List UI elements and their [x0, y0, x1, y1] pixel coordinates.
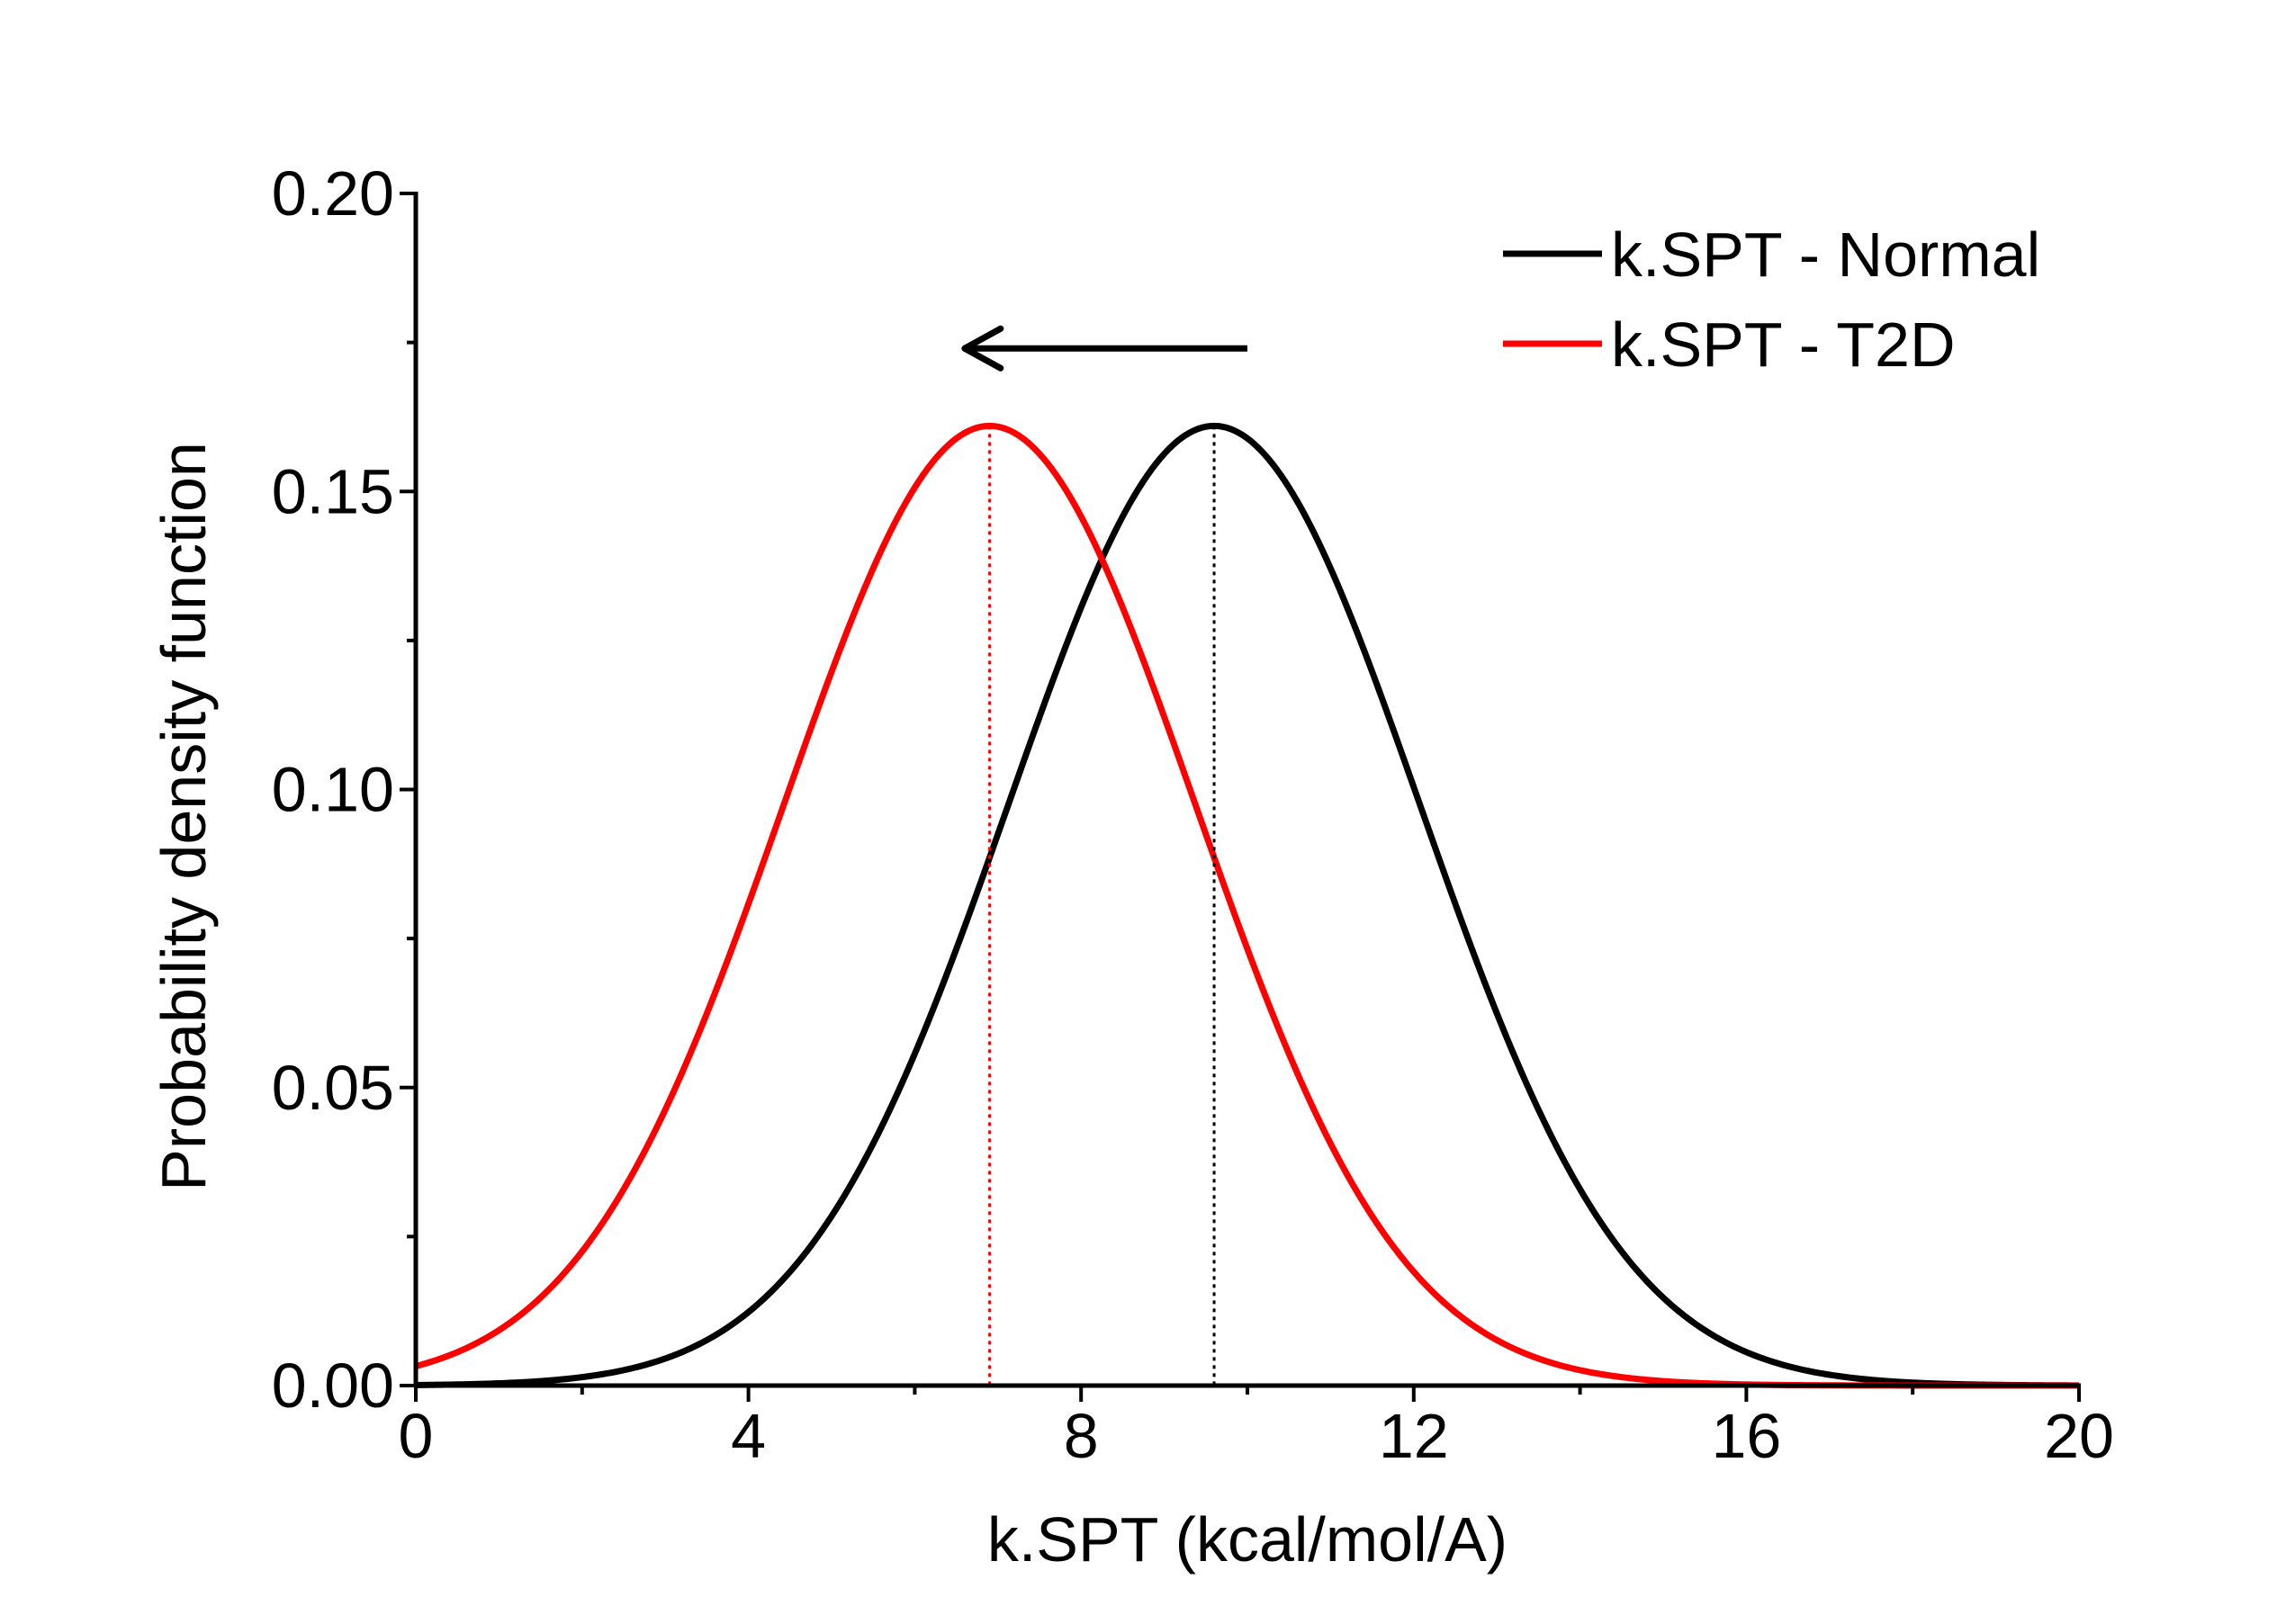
mean-markers-group: [988, 426, 1216, 1386]
y-tick-label: 0.05: [272, 1053, 394, 1123]
x-ticks-group: 0 4 8 12 16 20: [399, 1386, 2114, 1471]
legend-label-0: k.SPT - Normal: [1611, 220, 2040, 290]
legend-label-1: k.SPT - T2D: [1611, 310, 1956, 380]
y-axis-label: Probability density function: [148, 442, 219, 1191]
shift-arrow-head: [961, 325, 1004, 372]
x-tick-label: 0: [399, 1401, 434, 1471]
y-tick-label: 0.10: [272, 755, 394, 825]
legend: k.SPT - Normal k.SPT - T2D: [1503, 220, 2040, 380]
x-tick-label: 16: [1711, 1401, 1781, 1471]
y-tick-label: 0.15: [272, 456, 394, 526]
annotations-group: [961, 325, 1247, 372]
series-line-1: [415, 422, 2079, 1389]
x-tick-label: 12: [1379, 1401, 1449, 1471]
x-axis-label: k.SPT (kcal/mol/A): [987, 1504, 1508, 1575]
x-tick-label: 8: [1064, 1401, 1099, 1471]
y-tick-label: 0.20: [272, 158, 394, 229]
series-line-0: [415, 422, 2080, 1389]
y-tick-label: 0.00: [272, 1350, 394, 1421]
x-tick-label: 4: [731, 1401, 766, 1471]
x-tick-label: 20: [2044, 1401, 2114, 1471]
plot-series-group: [415, 422, 2080, 1389]
y-ticks-group: 0.00 0.05 0.10 0.15 0.20: [272, 158, 416, 1421]
